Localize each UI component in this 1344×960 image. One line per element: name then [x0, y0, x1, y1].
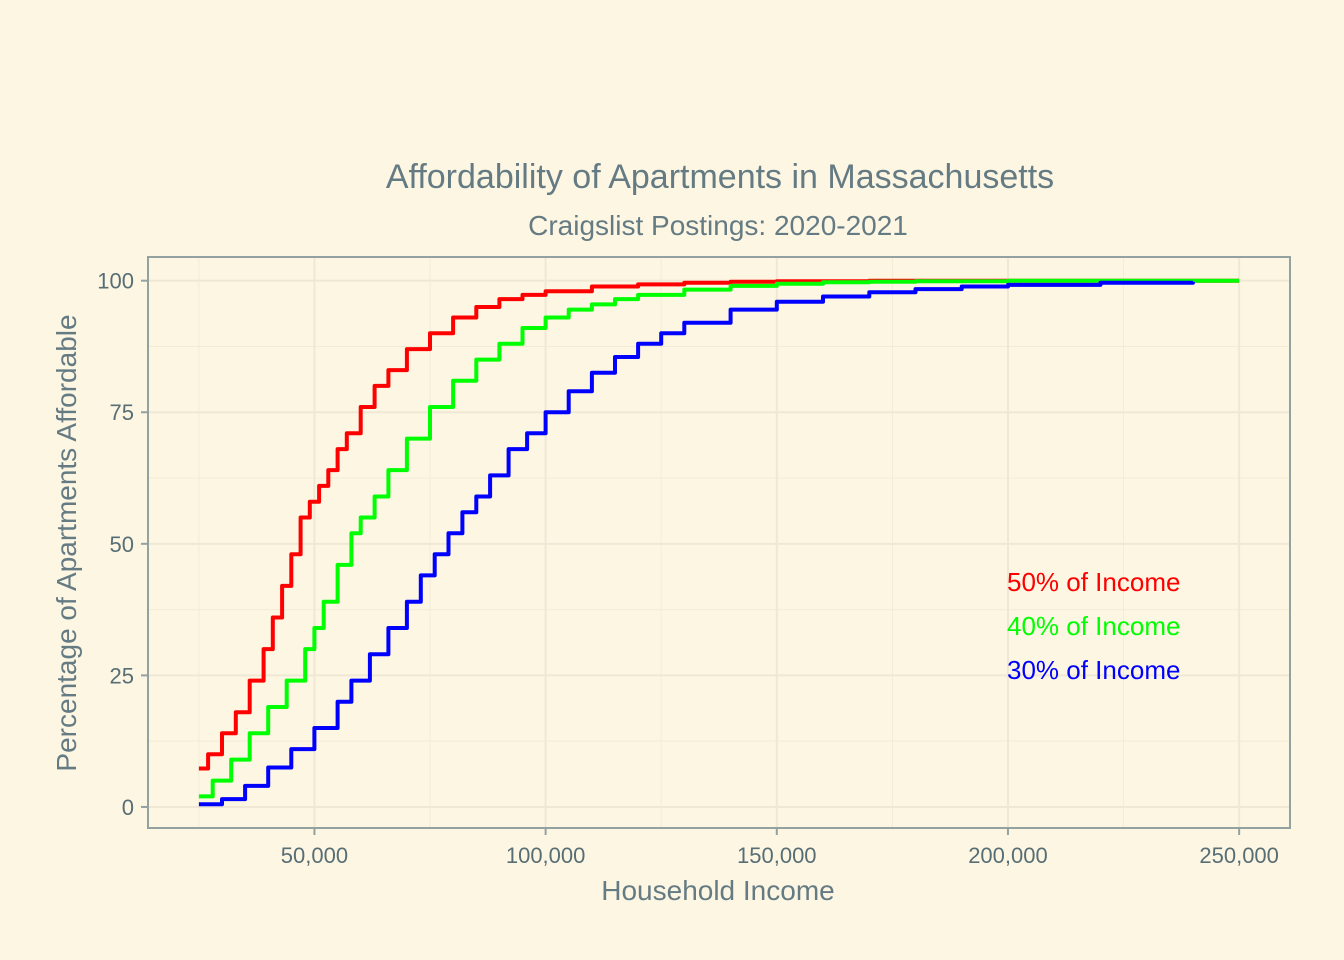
legend-entry-3: 30% of Income	[1007, 655, 1180, 685]
y-tick-label: 75	[110, 400, 134, 425]
legend-entry-2: 40% of Income	[1007, 611, 1180, 641]
y-tick-label: 100	[97, 269, 134, 294]
x-tick-label: 150,000	[737, 843, 817, 868]
chart-subtitle: Craigslist Postings: 2020-2021	[528, 210, 908, 241]
x-tick-label: 200,000	[968, 843, 1048, 868]
x-tick-label: 250,000	[1199, 843, 1279, 868]
legend-entry-1: 50% of Income	[1007, 567, 1180, 597]
x-tick-label: 100,000	[506, 843, 586, 868]
series-line-1	[198, 278, 1240, 771]
y-tick-label: 0	[122, 795, 134, 820]
legend: 50% of Income 40% of Income 30% of Income	[1007, 567, 1180, 685]
plot-border	[147, 256, 1291, 829]
series-layer	[198, 278, 1240, 807]
x-axis-title: Household Income	[601, 875, 834, 906]
y-tick-label: 25	[110, 663, 134, 688]
y-tick-label: 50	[110, 532, 134, 557]
series-line-3	[198, 280, 1195, 807]
chart-title: Affordability of Apartments in Massachus…	[386, 158, 1054, 196]
x-tick-label: 50,000	[281, 843, 348, 868]
x-axis-ticks: 50,000 100,000 150,000 200,000 250,000	[281, 828, 1279, 868]
y-axis-title: Percentage of Apartments Affordable	[51, 314, 82, 771]
y-axis-ticks: 0 25 50 75 100	[97, 269, 148, 820]
grid-minor	[148, 257, 1290, 828]
grid-major	[148, 257, 1290, 828]
series-line-2	[198, 278, 1240, 799]
